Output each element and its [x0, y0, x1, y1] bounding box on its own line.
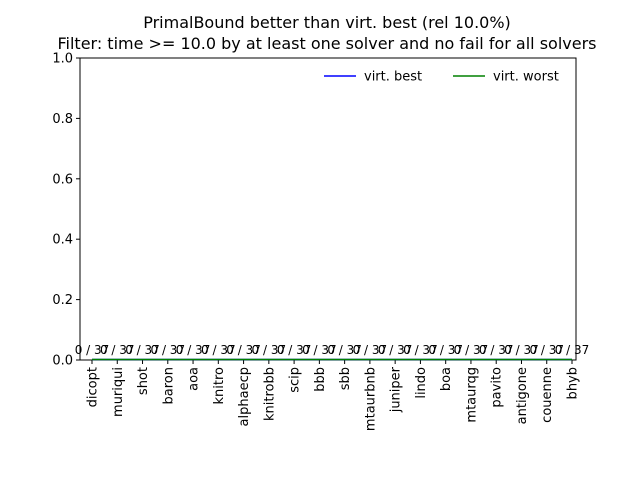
x-tick-label: lindo	[414, 367, 429, 399]
x-tick-label: aoa	[187, 367, 202, 391]
legend: virt. best virt. worst	[324, 70, 559, 85]
data-label: 0 / 37	[302, 343, 337, 357]
x-tick-label: alphaecp	[237, 367, 252, 426]
legend-label-0: virt. best	[364, 70, 422, 85]
data-label: 0 / 37	[353, 343, 388, 357]
x-tick-label: sbb	[338, 367, 353, 390]
x-tick-label: knitrobb	[262, 367, 277, 421]
y-tick-label: 0.4	[52, 233, 73, 248]
data-label: 0 / 37	[125, 343, 160, 357]
data-label: 0 / 37	[327, 343, 362, 357]
x-tick-label: pavito	[490, 367, 505, 408]
y-tick-label: 0.2	[52, 293, 73, 308]
data-label: 0 / 37	[75, 343, 110, 357]
data-label: 0 / 37	[454, 343, 489, 357]
y-tick-label: 0.8	[52, 112, 73, 127]
data-label: 0 / 37	[151, 343, 186, 357]
legend-label-1: virt. worst	[493, 70, 559, 85]
y-tick-label: 1.0	[52, 52, 73, 67]
x-tick-label: scip	[288, 367, 303, 393]
x-tick-label: bbb	[313, 367, 328, 392]
x-tick-label: mtaurbnb	[363, 367, 378, 431]
data-label: 0 / 37	[378, 343, 413, 357]
chart-title: PrimalBound better than virt. best (rel …	[143, 13, 511, 32]
data-label: 0 / 37	[529, 343, 564, 357]
plot-area	[79, 57, 577, 361]
x-tick-label: baron	[161, 367, 176, 404]
data-labels: 0 / 370 / 370 / 370 / 370 / 370 / 370 / …	[75, 343, 590, 357]
y-tick-label: 0.0	[52, 354, 73, 369]
x-axis: dicopt muriqui shot baron aoa knitro alphaecp k…	[86, 360, 581, 431]
x-tick-label: dicopt	[86, 367, 101, 407]
data-label: 0 / 37	[176, 343, 211, 357]
data-label: 0 / 37	[277, 343, 312, 357]
y-axis: 0.0 0.2 0.4 0.6 0.8 1.0	[52, 52, 80, 369]
data-label: 0 / 37	[100, 343, 135, 357]
x-tick-label: boa	[439, 367, 454, 391]
chart-subtitle: Filter: time >= 10.0 by at least one sol…	[57, 34, 596, 53]
data-label: 0 / 37	[428, 343, 463, 357]
data-label: 0 / 37	[226, 343, 261, 357]
x-tick-label: shot	[136, 367, 151, 395]
y-tick-label: 0.6	[52, 172, 73, 187]
x-tick-label: knitro	[212, 367, 227, 405]
data-label: 0 / 37	[479, 343, 514, 357]
data-label: 0 / 37	[555, 343, 590, 357]
x-tick-label: bhyb	[566, 367, 581, 399]
x-tick-label: antigone	[515, 367, 530, 424]
data-label: 0 / 37	[504, 343, 539, 357]
data-label: 0 / 37	[403, 343, 438, 357]
x-tick-label: mtaurqg	[464, 367, 479, 423]
data-label: 0 / 37	[201, 343, 236, 357]
x-tick-label: juniper	[389, 366, 404, 413]
data-label: 0 / 37	[252, 343, 287, 357]
x-tick-label: muriqui	[111, 367, 126, 417]
x-tick-label: couenne	[540, 367, 555, 423]
